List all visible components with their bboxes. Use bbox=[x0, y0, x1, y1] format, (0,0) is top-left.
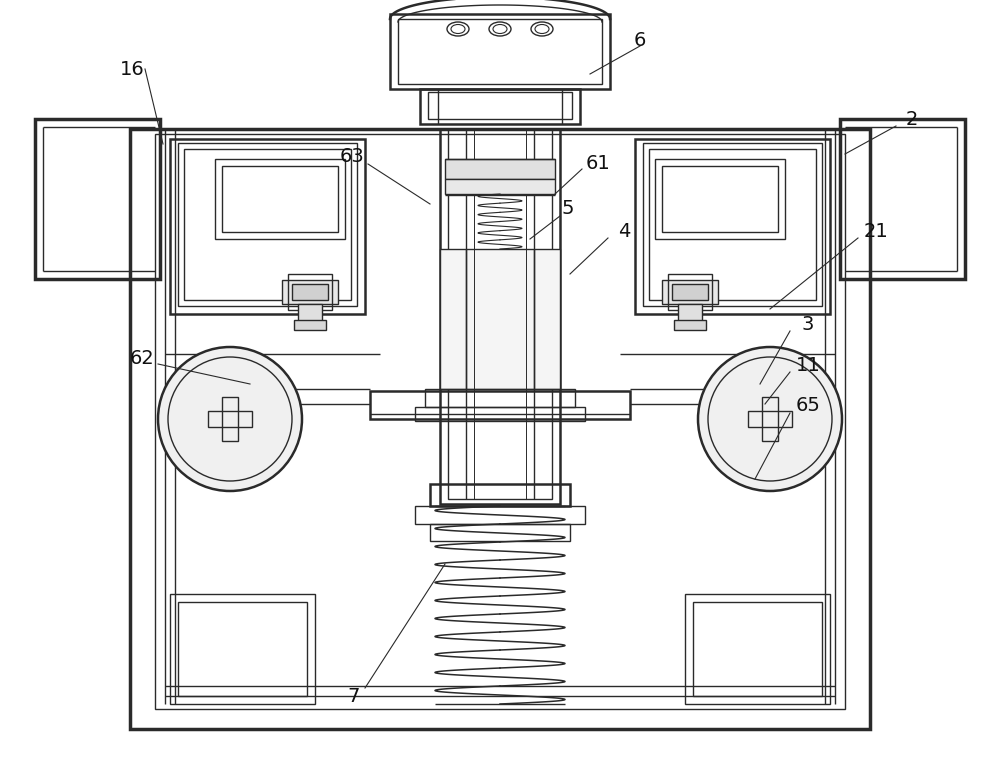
Bar bbox=[448, 129, 552, 499]
Bar bbox=[425, 389, 575, 407]
Bar bbox=[184, 149, 351, 300]
Text: 2: 2 bbox=[906, 110, 918, 129]
Bar bbox=[678, 304, 702, 322]
Bar bbox=[370, 391, 630, 419]
Bar bbox=[674, 320, 706, 330]
Bar bbox=[222, 166, 338, 232]
Text: 21: 21 bbox=[864, 222, 888, 241]
Bar bbox=[215, 159, 345, 239]
Bar bbox=[445, 179, 555, 194]
Text: 4: 4 bbox=[618, 222, 630, 241]
Bar bbox=[222, 397, 238, 441]
Bar bbox=[649, 149, 816, 300]
Bar bbox=[662, 280, 718, 304]
Text: 5: 5 bbox=[562, 198, 574, 217]
Bar bbox=[35, 119, 160, 279]
Bar bbox=[428, 92, 572, 119]
Bar bbox=[178, 602, 307, 696]
Bar bbox=[693, 602, 822, 696]
Bar bbox=[655, 159, 785, 239]
Bar bbox=[415, 407, 585, 421]
Bar bbox=[430, 524, 570, 541]
Bar bbox=[208, 412, 252, 426]
Bar bbox=[292, 284, 328, 300]
Bar bbox=[762, 397, 778, 441]
Bar bbox=[430, 484, 570, 506]
Bar bbox=[685, 594, 830, 704]
Text: 62: 62 bbox=[130, 349, 154, 368]
Bar bbox=[130, 129, 870, 729]
Bar bbox=[178, 143, 357, 306]
Text: 65: 65 bbox=[796, 395, 820, 415]
Bar bbox=[170, 139, 365, 314]
Bar bbox=[282, 280, 338, 304]
Text: 3: 3 bbox=[802, 314, 814, 333]
Bar bbox=[170, 594, 315, 704]
Bar bbox=[635, 139, 830, 314]
Circle shape bbox=[698, 347, 842, 491]
Bar bbox=[420, 89, 580, 124]
Text: 7: 7 bbox=[348, 687, 360, 706]
Bar bbox=[440, 249, 560, 389]
Bar bbox=[298, 304, 322, 322]
Bar bbox=[440, 129, 560, 504]
Text: 61: 61 bbox=[586, 154, 610, 172]
Text: 6: 6 bbox=[634, 31, 646, 49]
Bar bbox=[840, 119, 965, 279]
Text: 63: 63 bbox=[340, 147, 364, 165]
Bar bbox=[748, 412, 792, 426]
Circle shape bbox=[158, 347, 302, 491]
Bar bbox=[415, 506, 585, 524]
Text: 16: 16 bbox=[120, 60, 144, 78]
Bar bbox=[294, 320, 326, 330]
Bar bbox=[668, 274, 712, 310]
Bar bbox=[390, 14, 610, 89]
Bar bbox=[288, 274, 332, 310]
Bar bbox=[662, 166, 778, 232]
Bar bbox=[155, 134, 845, 709]
Text: 11: 11 bbox=[796, 355, 820, 375]
Bar bbox=[643, 143, 822, 306]
Bar bbox=[398, 19, 602, 84]
Bar bbox=[672, 284, 708, 300]
Bar bbox=[445, 159, 555, 179]
